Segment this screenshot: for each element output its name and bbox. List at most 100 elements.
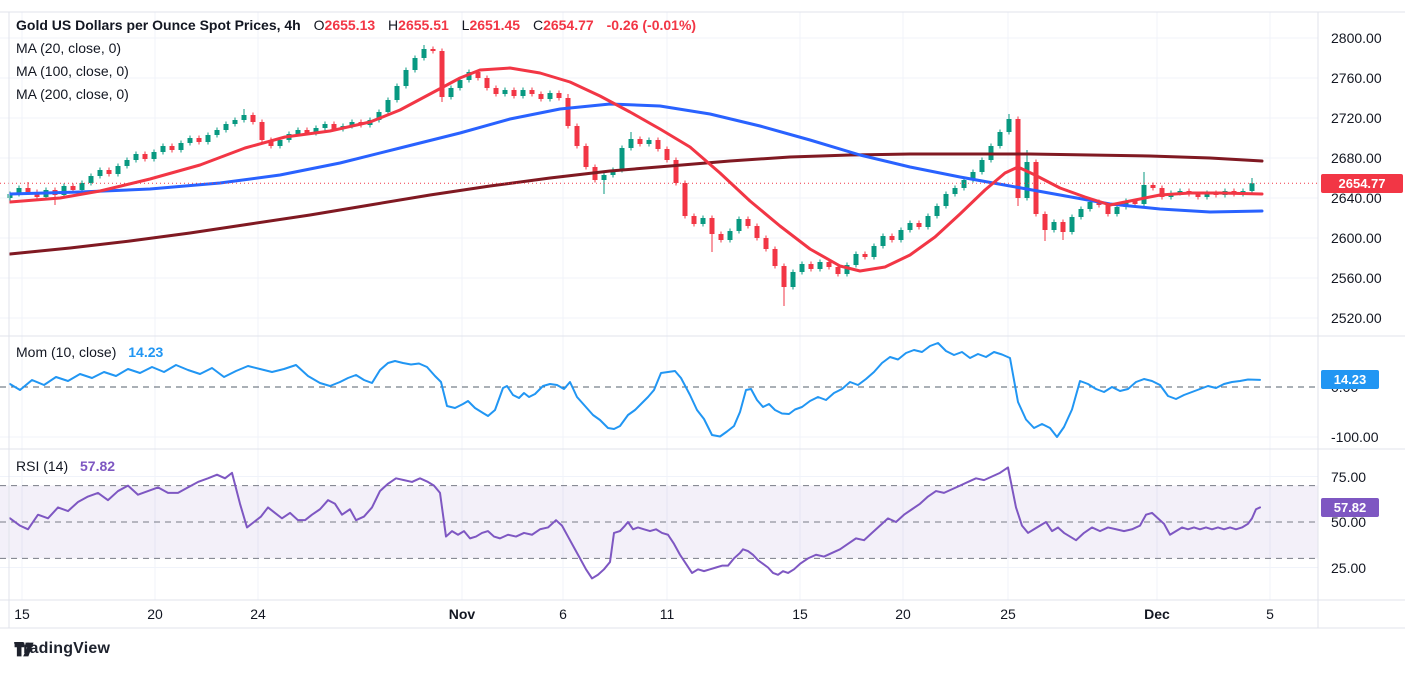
candle: [394, 83, 400, 103]
high-label: H: [388, 17, 399, 33]
candle: [700, 215, 706, 227]
candle: [619, 145, 625, 173]
candle-body: [682, 183, 688, 216]
candle: [898, 227, 904, 243]
candle: [889, 233, 895, 243]
candle: [673, 157, 679, 186]
candle-body: [727, 231, 733, 240]
ma200-legend-row[interactable]: MA (200, close, 0): [16, 86, 129, 103]
open-label: O: [313, 17, 325, 33]
candle: [574, 123, 580, 149]
candle-body: [970, 172, 976, 180]
candle: [664, 146, 670, 163]
candle-body: [205, 135, 211, 142]
tradingview-logo-icon: [14, 642, 34, 657]
candle-body: [583, 146, 589, 167]
candle: [1141, 172, 1147, 207]
candle: [178, 140, 184, 153]
candle: [1015, 116, 1021, 206]
candle-body: [1087, 202, 1093, 209]
candle: [133, 151, 139, 163]
candle: [151, 149, 157, 162]
candle-body: [916, 223, 922, 227]
candle: [817, 259, 823, 272]
candle: [529, 87, 535, 97]
candle: [232, 117, 238, 127]
time-axis-label: 20: [147, 606, 163, 622]
candle: [520, 87, 526, 99]
candle: [1159, 185, 1165, 200]
change-value: -0.26 (-0.01%): [606, 17, 697, 33]
candle: [1069, 214, 1075, 235]
candle-body: [907, 223, 913, 230]
candle-body: [925, 216, 931, 227]
candle: [1150, 182, 1156, 191]
candle-body: [1150, 185, 1156, 188]
candle: [1006, 114, 1012, 135]
time-axis-label: 24: [250, 606, 266, 622]
candle-body: [1195, 194, 1201, 197]
momentum-label: Mom (10, close): [16, 344, 117, 360]
candle-body: [1114, 207, 1120, 214]
candle-body: [844, 265, 850, 274]
candle: [979, 157, 985, 175]
ma20-legend-row[interactable]: MA (20, close, 0): [16, 40, 121, 57]
candle: [1051, 219, 1057, 233]
candle: [385, 97, 391, 115]
candle-body: [754, 226, 760, 238]
candle-body: [556, 93, 562, 98]
candle-body: [268, 140, 274, 146]
candle: [1060, 219, 1066, 240]
ma20-line: [8, 66, 1264, 273]
candle: [187, 135, 193, 146]
candle-body: [133, 154, 139, 160]
candle-body: [700, 218, 706, 224]
candle-body: [259, 122, 265, 140]
rsi-value-badge: 57.82: [1321, 498, 1379, 518]
price-axis-label: 2520.00: [1331, 310, 1382, 326]
candle: [502, 87, 508, 97]
candle-body: [763, 238, 769, 249]
rsi-band: [0, 485, 1318, 559]
candle: [412, 55, 418, 73]
candle: [781, 263, 787, 306]
candle-body: [106, 170, 112, 174]
candle: [637, 136, 643, 147]
candle: [799, 261, 805, 275]
candle: [934, 203, 940, 219]
price-axis-label: 2680.00: [1331, 150, 1382, 166]
candle-body: [7, 194, 13, 198]
momentum-legend-row[interactable]: Mom (10, close) 14.23: [16, 344, 163, 361]
candle-body: [349, 122, 355, 126]
candle-body: [1069, 217, 1075, 232]
momentum-value: 14.23: [128, 344, 164, 360]
candle: [790, 269, 796, 290]
candle-body: [484, 78, 490, 88]
time-axis-label: Nov: [448, 606, 476, 622]
ma100-line: [8, 102, 1264, 214]
candle-body: [520, 90, 526, 96]
candle-body: [1204, 193, 1210, 197]
candle: [52, 187, 58, 205]
candle: [169, 143, 175, 153]
candle: [241, 109, 247, 123]
ma100-legend-row[interactable]: MA (100, close, 0): [16, 63, 129, 80]
candle-body: [70, 186, 76, 190]
candle-body: [664, 149, 670, 160]
candle-body: [943, 194, 949, 206]
candle-body: [853, 254, 859, 265]
candle-body: [736, 219, 742, 231]
momentum-axis-label: -100.00: [1331, 429, 1379, 445]
candle-body: [394, 86, 400, 100]
candle: [124, 157, 130, 169]
rsi-legend-row[interactable]: RSI (14) 57.82: [16, 458, 115, 475]
tradingview-attribution[interactable]: TradingView: [14, 640, 110, 658]
candle-body: [835, 267, 841, 274]
symbol-legend-row[interactable]: Gold US Dollars per Ounce Spot Prices, 4…: [16, 17, 696, 34]
candle: [223, 121, 229, 133]
candle: [844, 262, 850, 277]
candle: [160, 143, 166, 155]
candle: [1042, 211, 1048, 241]
candle: [754, 223, 760, 241]
